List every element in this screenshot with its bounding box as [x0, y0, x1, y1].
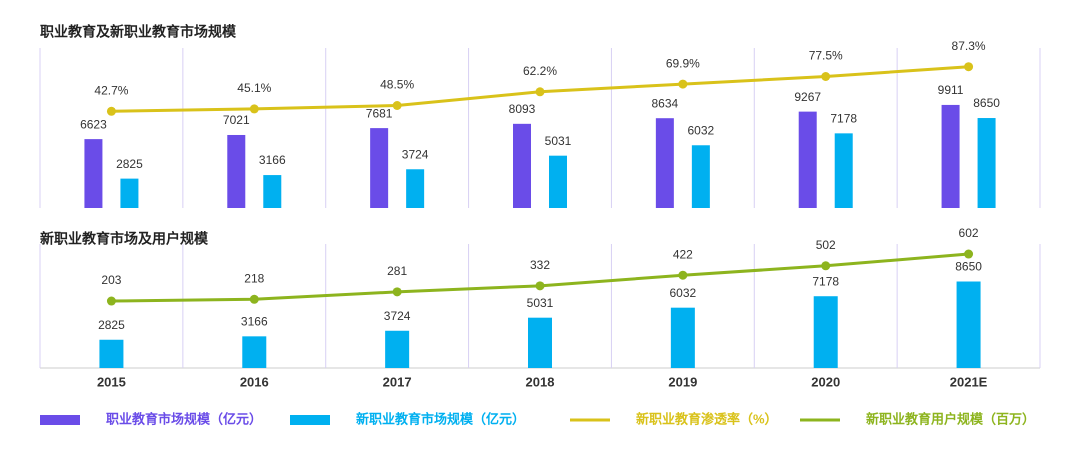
x-tick-label: 2016	[240, 374, 269, 389]
data-label: 8093	[509, 102, 536, 116]
x-tick-label: 2020	[811, 374, 840, 389]
data-label: 3724	[402, 147, 429, 161]
data-label: 7178	[812, 274, 839, 288]
bar	[941, 104, 960, 208]
data-label: 6032	[688, 123, 715, 137]
data-label: 3166	[241, 315, 268, 329]
bar	[549, 155, 567, 208]
bar	[263, 175, 282, 208]
bar	[84, 139, 103, 208]
data-label: 8650	[973, 96, 1000, 110]
data-label: 502	[816, 238, 836, 252]
data-label: 6623	[80, 117, 107, 131]
data-label: 3166	[259, 153, 286, 167]
data-label: 77.5%	[809, 49, 843, 63]
line-point	[821, 261, 831, 271]
x-tick-label: 2021E	[950, 374, 988, 389]
legend-label: 新职业教育市场规模（亿元）	[356, 411, 525, 426]
data-label: 332	[530, 258, 550, 272]
legend-label: 新职业教育渗透率（%）	[636, 411, 778, 426]
data-label: 9267	[794, 90, 821, 104]
bar	[956, 281, 981, 368]
data-label: 203	[101, 273, 121, 287]
line-point	[964, 62, 974, 72]
line-point	[249, 104, 259, 114]
data-label: 2825	[98, 318, 125, 332]
bar	[242, 336, 267, 368]
bar	[120, 178, 139, 208]
data-label: 48.5%	[380, 78, 414, 92]
chart-title: 新职业教育市场及用户规模	[40, 231, 209, 247]
bar	[798, 111, 817, 208]
data-label: 42.7%	[94, 83, 128, 97]
bar	[528, 317, 552, 368]
line-point	[106, 296, 116, 306]
line-point	[392, 287, 402, 297]
bar	[670, 307, 695, 368]
line-point	[392, 101, 402, 110]
bar	[977, 118, 996, 208]
line-point	[535, 281, 545, 291]
data-label: 62.2%	[523, 64, 557, 78]
line-point	[249, 294, 259, 304]
data-label: 602	[959, 226, 979, 240]
line-point	[678, 270, 688, 280]
data-label: 6032	[670, 286, 697, 300]
line-point	[106, 106, 116, 116]
bar	[227, 134, 246, 208]
data-label: 422	[673, 247, 693, 261]
legend-label: 新职业教育用户规模（百万）	[866, 411, 1035, 426]
line-point	[821, 72, 831, 81]
legend-swatch	[40, 415, 80, 425]
data-label: 45.1%	[237, 81, 271, 95]
bar	[834, 133, 853, 208]
data-label: 218	[244, 271, 264, 285]
chart-title: 职业教育及新职业教育市场规模	[40, 24, 237, 40]
legend-swatch	[290, 415, 330, 425]
bar	[691, 145, 710, 208]
x-tick-label: 2018	[526, 374, 555, 389]
bar	[513, 123, 531, 208]
x-tick-label: 2017	[383, 374, 412, 389]
bar	[385, 330, 410, 368]
data-label: 2825	[116, 157, 143, 171]
data-label: 7021	[223, 113, 250, 127]
line-point	[964, 249, 974, 259]
data-label: 7681	[366, 106, 393, 120]
bar	[813, 296, 838, 368]
x-tick-label: 2019	[668, 374, 697, 389]
data-label: 281	[387, 264, 407, 278]
x-tick-label: 2015	[97, 374, 126, 389]
data-label: 7178	[830, 112, 857, 126]
data-label: 87.3%	[952, 39, 986, 53]
data-label: 8650	[955, 260, 982, 274]
data-label: 5031	[545, 134, 572, 148]
data-label: 9911	[938, 83, 964, 97]
bar	[370, 128, 389, 208]
bar	[406, 169, 425, 208]
bar	[99, 339, 124, 368]
legend-label: 职业教育市场规模（亿元）	[106, 411, 262, 426]
data-label: 8634	[652, 96, 679, 110]
data-label: 3724	[384, 309, 411, 323]
data-label: 5031	[527, 296, 554, 310]
data-label: 69.9%	[666, 56, 700, 70]
bar	[655, 118, 674, 208]
line-point	[535, 87, 545, 97]
line-point	[678, 79, 688, 89]
